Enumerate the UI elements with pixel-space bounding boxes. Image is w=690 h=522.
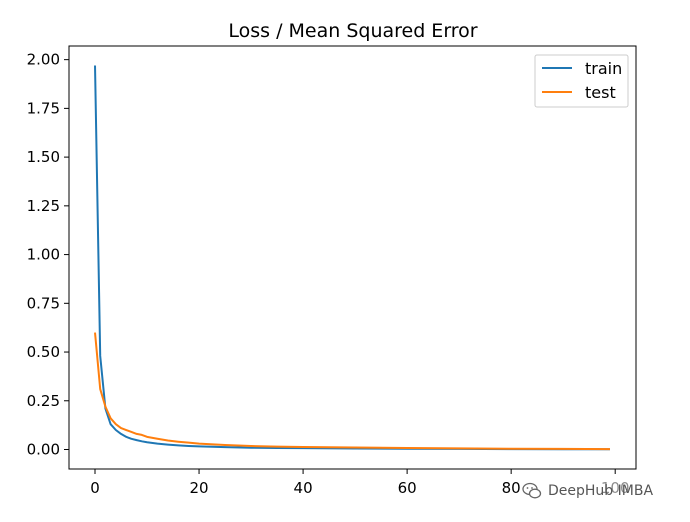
x-tick-label: 40 — [294, 479, 313, 497]
y-tick-label: 0.50 — [27, 343, 60, 361]
y-tick-label: 0.75 — [27, 294, 60, 312]
y-tick-label: 1.50 — [27, 148, 60, 166]
y-tick-label: 0.00 — [27, 441, 60, 459]
y-tick-label: 0.25 — [27, 392, 60, 410]
watermark-text: DeepHub IMBA — [548, 483, 654, 499]
series-line-train — [94, 65, 610, 451]
plot-frame — [68, 45, 637, 470]
series-layer — [94, 65, 610, 451]
y-tick-label: 1.00 — [27, 246, 60, 264]
legend-test-label: test — [585, 83, 616, 102]
series-line-test — [94, 332, 610, 451]
chart-title: Loss / Mean Squared Error — [228, 20, 477, 42]
legend: train test — [534, 54, 629, 108]
x-tick-label: 20 — [189, 479, 208, 497]
y-tick-label: 1.25 — [27, 197, 60, 215]
wechat-icon — [522, 482, 542, 499]
y-axis: 0.00 0.25 0.50 0.75 1.00 1.25 1.50 1.75 2.00 — [27, 51, 69, 459]
x-tick-label: 60 — [398, 479, 417, 497]
watermark: DeepHub IMBA — [520, 479, 656, 503]
y-tick-label: 1.75 — [27, 99, 60, 117]
x-tick-label: 80 — [502, 479, 521, 497]
x-tick-label: 0 — [90, 479, 100, 497]
legend-train-label: train — [585, 59, 622, 78]
y-tick-label: 2.00 — [27, 51, 60, 69]
